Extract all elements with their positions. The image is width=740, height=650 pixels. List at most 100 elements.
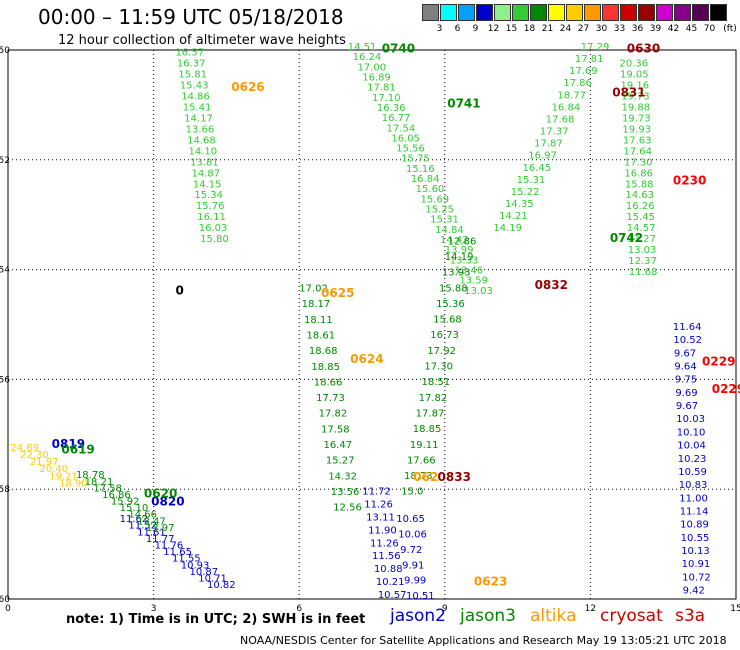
legend-swatch-label: 12 (487, 24, 500, 34)
legend-swatch (566, 4, 583, 21)
wave-height-label: 11.55 (172, 554, 201, 565)
legend-swatch (512, 4, 529, 21)
wave-height-label: 17.87 (416, 408, 445, 419)
wave-height-label: 14.66 (128, 510, 157, 521)
chart-subtitle: 12 hour collection of altimeter wave hei… (58, 33, 346, 48)
wave-height-label: 17.73 (316, 393, 345, 404)
wave-height-label: 10.82 (207, 580, 236, 591)
wave-height-label: 10.72 (682, 572, 711, 583)
wave-height-label: 10.93 (181, 560, 210, 571)
legend-swatch (494, 4, 511, 21)
wave-height-label: 10.88 (374, 564, 403, 575)
wave-height-label: 16.84 (411, 174, 440, 185)
wave-height-label: 18.68 (309, 346, 338, 357)
legend-swatch (584, 4, 601, 21)
wave-height-label: 14.51 (348, 42, 377, 53)
wave-height-label: 13.56 (331, 487, 360, 498)
pass-time-label: 0625 (321, 286, 354, 300)
wave-height-label: 18.51 (422, 377, 451, 388)
pass-time-label: 0 (175, 283, 183, 297)
wave-height-label: 15.56 (396, 144, 425, 155)
wave-height-label: 19.21 (49, 471, 78, 482)
wave-height-label: 17.87 (534, 139, 563, 150)
wave-height-label: 14.84 (435, 225, 464, 236)
footer-note: note: 1) Time is in UTC; 2) SWH is in fe… (66, 612, 366, 627)
pass-time-label: 0229 (712, 382, 740, 396)
wave-height-label: 16.26 (626, 201, 655, 212)
wave-height-label: 17.29 (581, 42, 610, 53)
wave-height-label: 13.81 (190, 157, 219, 168)
wave-height-label: 9.72 (400, 545, 422, 556)
y-tick-label: -56 (0, 375, 10, 385)
wave-height-label: 17.30 (624, 157, 653, 168)
legend-swatch (440, 4, 457, 21)
legend-swatch (710, 4, 727, 21)
wave-height-label: 14.63 (625, 190, 654, 201)
wave-height-label: 16.73 (430, 330, 459, 341)
wave-height-label: 20.36 (620, 58, 649, 69)
wave-height-label: 9.67 (676, 401, 698, 412)
wave-height-label: 9.91 (402, 560, 424, 571)
wave-height-label: 10.65 (396, 514, 425, 525)
legend-units: (ft) (723, 24, 737, 34)
wave-height-label: 16.86 (624, 168, 653, 179)
wave-height-label: 18.85 (413, 424, 442, 435)
pass-annotations: 0740 0741 0742 0626 0625 0624 0623 062 0630 0831 0… (52, 42, 740, 589)
chart-title: 00:00 – 11:59 UTC 05/18/2018 (38, 5, 344, 29)
wave-height-label: 10.04 (677, 441, 706, 452)
wave-height-label: 17.02 (299, 284, 328, 295)
pass-time-label: 062 (413, 470, 438, 484)
wave-height-label: 19.88 (621, 102, 650, 113)
wave-height-label: 14.17 (184, 113, 213, 124)
wave-height-label: 10.59 (678, 467, 707, 478)
wave-height-label: 17.10 (372, 93, 401, 104)
wave-height-label: 18.61 (306, 330, 335, 341)
wave-height-label: 10.06 (398, 530, 427, 541)
wave-height-label: 13.93 (442, 268, 471, 279)
wave-height-label: 10.57 (378, 590, 407, 601)
wave-height-label: 20.40 (40, 464, 69, 475)
wave-height-label: 10.83 (679, 480, 708, 491)
wave-height-label: 16.45 (522, 163, 551, 174)
pass-time-label: 0820 (151, 495, 184, 509)
wave-height-label: 16.05 (391, 133, 420, 144)
wave-height-label: 18.17 (302, 299, 331, 310)
wave-height-label: 16.37 (177, 58, 206, 69)
wave-height-label: 13.47 (137, 516, 166, 527)
x-tick-label: 6 (296, 604, 302, 614)
wave-height-label: 11.65 (163, 547, 192, 558)
wave-height-label: 10.10 (677, 427, 706, 438)
wave-height-label: 14.86 (181, 91, 210, 102)
wave-height-label: 16.36 (377, 103, 406, 114)
wave-height-label: 10.21 (376, 577, 405, 588)
wave-height-label: 18.73 (404, 471, 433, 482)
wave-height-label: 15.92 (111, 497, 140, 508)
legend-swatch-label: 33 (613, 24, 626, 34)
wave-height-label: 17.68 (546, 114, 575, 125)
wave-height-label: 11.90 (368, 525, 397, 536)
wave-height-label: 11.68 (629, 267, 658, 278)
wave-height-label: 15.0 (401, 487, 423, 498)
wave-height-label: 15.34 (194, 190, 223, 201)
wave-height-label: 17.37 (540, 127, 569, 138)
wave-height-label: 14.10 (189, 146, 218, 157)
y-tick-label: -54 (0, 266, 10, 276)
wave-height-label: 17.58 (93, 483, 122, 494)
legend-swatch-label: 15 (505, 24, 518, 34)
wave-height-label: 16.11 (197, 212, 226, 223)
wave-height-label: 15.60 (416, 184, 445, 195)
wave-height-label: 11.26 (364, 500, 393, 511)
wave-height-label: 14.68 (187, 135, 216, 146)
legend-swatch (476, 4, 493, 21)
legend-swatch (422, 4, 439, 21)
legend-swatch-label: 6 (454, 24, 461, 34)
pass-time-label: 0819 (52, 437, 85, 451)
wave-height-label: 19.05 (620, 69, 649, 80)
legend-s3a: s3a (675, 606, 706, 626)
wave-height-label: 9.75 (675, 375, 697, 386)
wave-height-label: 16.77 (382, 113, 411, 124)
wave-height-label: 13.27 (627, 234, 656, 245)
wave-height-label: 10.23 (678, 454, 707, 465)
wave-height-label: 15.41 (183, 102, 212, 113)
